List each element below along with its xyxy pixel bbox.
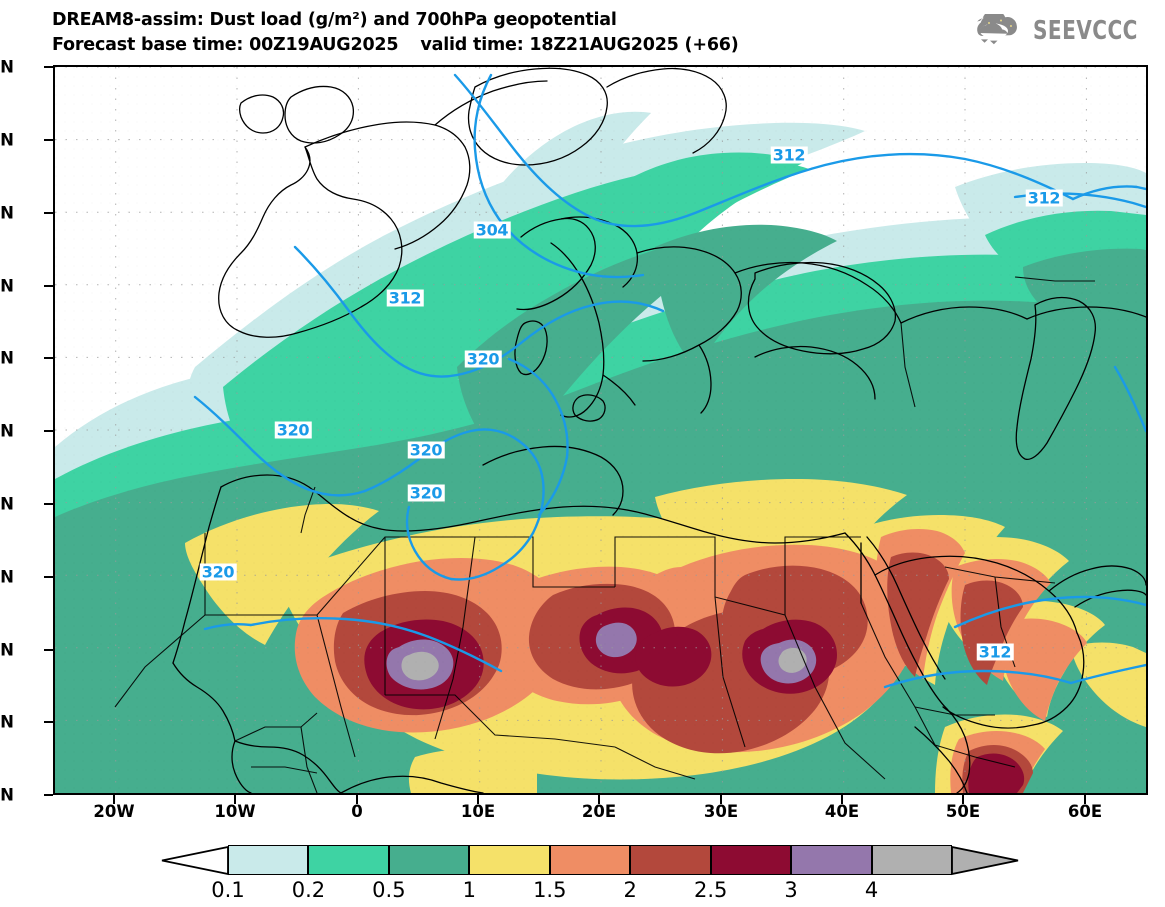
y-tick-5N (44, 794, 53, 796)
y-tick-25N (44, 503, 53, 505)
contour-label-320-b: 320 (274, 420, 312, 440)
contour-label-312-c: 312 (1025, 188, 1063, 208)
dust-shading-layer (55, 67, 1146, 793)
contour-label-312-d: 312 (976, 642, 1014, 662)
x-tick-label-10W: 10W (214, 802, 256, 821)
colorbar-segment-4 (549, 845, 631, 875)
page-title: DREAM8-assim: Dust load (g/m²) and 700hP… (52, 10, 617, 30)
contour-label-304: 304 (473, 220, 511, 240)
x-tick-label-20E: 20E (581, 802, 617, 821)
x-tick-label-40E: 40E (824, 802, 860, 821)
contour-label-layer: 304 312 312 312 312 320 320 320 320 320 (55, 67, 1146, 793)
x-tick-0 (356, 795, 358, 804)
forecast-base-time: Forecast base time: 00Z19AUG2025 (52, 35, 399, 55)
forecast-valid-time: valid time: 18Z21AUG2025 (+66) (420, 35, 739, 55)
figure-title-block: DREAM8-assim: Dust load (g/m²) and 700hP… (52, 8, 812, 58)
colorbar-segment-3 (469, 845, 550, 875)
y-tick-label-35N: 35N (0, 348, 14, 368)
forecast-time-line: Forecast base time: 00Z19AUG2025 valid ti… (52, 33, 812, 58)
colorbar-segment-0 (228, 845, 309, 875)
colorbar-under-cap (161, 845, 229, 876)
x-tick-label-20W: 20W (93, 802, 135, 821)
x-tick-label-0: 0 (351, 802, 363, 821)
colorbar-segment-5 (630, 845, 711, 875)
y-tick-35N (44, 357, 53, 359)
contour-label-320-a: 320 (464, 349, 502, 369)
colorbar-label-2.5: 2.5 (693, 878, 728, 902)
x-tick-40E (841, 795, 843, 804)
colorbar-label-0.5: 0.5 (372, 878, 406, 902)
y-tick-label-5N: 5N (0, 785, 14, 805)
x-tick-20W (113, 795, 115, 804)
y-tick-40N (44, 285, 53, 287)
y-tick-20N (44, 576, 53, 578)
contour-label-320-d: 320 (407, 483, 445, 503)
colorbar-label-1: 1 (462, 878, 477, 902)
x-tick-label-30E: 30E (703, 802, 739, 821)
y-tick-label-20N: 20N (0, 567, 14, 587)
contour-label-312-a: 312 (770, 145, 808, 165)
y-tick-label-25N: 25N (0, 494, 14, 514)
colorbar-label-0.1: 0.1 (211, 878, 245, 902)
contour-label-320-c: 320 (407, 440, 445, 460)
colorbar-label-4: 4 (864, 878, 879, 902)
y-tick-label-10N: 10N (0, 712, 14, 732)
map-plot-area: 304 312 312 312 312 320 320 320 320 320 (53, 65, 1148, 795)
y-tick-label-50N: 50N (0, 130, 14, 150)
x-tick-50E (962, 795, 964, 804)
cloud-icon (972, 14, 1017, 45)
colorbar-label-2: 2 (623, 878, 637, 902)
colorbar-label-0.2: 0.2 (291, 878, 326, 902)
colorbar-segment-7 (791, 845, 872, 875)
colorbar: 0.1 0.2 0.5 1 1.5 2 2.5 3 4 (160, 845, 1020, 902)
colorbar-segment-6 (710, 845, 792, 875)
y-tick-label-15N: 15N (0, 640, 14, 660)
contour-label-320-e: 320 (199, 562, 237, 582)
colorbar-segment-2 (388, 845, 470, 875)
y-tick-label-30N: 30N (0, 421, 14, 441)
x-tick-10W (234, 795, 236, 804)
geopotential-contour-lines (193, 73, 1146, 689)
dust-load-contour-map (55, 67, 1146, 793)
y-tick-label-40N: 40N (0, 276, 14, 296)
contour-label-312-b: 312 (386, 288, 424, 308)
country-borders-layer (114, 276, 1095, 793)
logo-text: SEEVCCC (1033, 16, 1138, 46)
colorbar-segment-8 (871, 845, 952, 875)
colorbar-label-3: 3 (784, 878, 798, 902)
colorbar-segment-1 (308, 845, 389, 875)
y-tick-10N (44, 721, 53, 723)
colorbar-over-cap (951, 845, 1019, 876)
x-tick-10E (477, 795, 479, 804)
seevccc-logo: SEEVCCC (968, 14, 1155, 48)
y-tick-30N (44, 430, 53, 432)
colorbar-end-caps (161, 845, 1019, 876)
y-tick-label-45N: 45N (0, 203, 14, 223)
x-tick-label-10E: 10E (460, 802, 496, 821)
y-tick-45N (44, 212, 53, 214)
colorbar-label-1.5: 1.5 (533, 878, 567, 902)
x-tick-label-60E: 60E (1067, 802, 1103, 821)
y-tick-50N (44, 139, 53, 141)
y-tick-label-55N: 55N (0, 57, 14, 77)
x-tick-30E (720, 795, 722, 804)
x-tick-60E (1084, 795, 1086, 804)
y-tick-55N (44, 66, 53, 68)
x-tick-label-50E: 50E (945, 802, 981, 821)
x-tick-20E (598, 795, 600, 804)
y-tick-15N (44, 649, 53, 651)
